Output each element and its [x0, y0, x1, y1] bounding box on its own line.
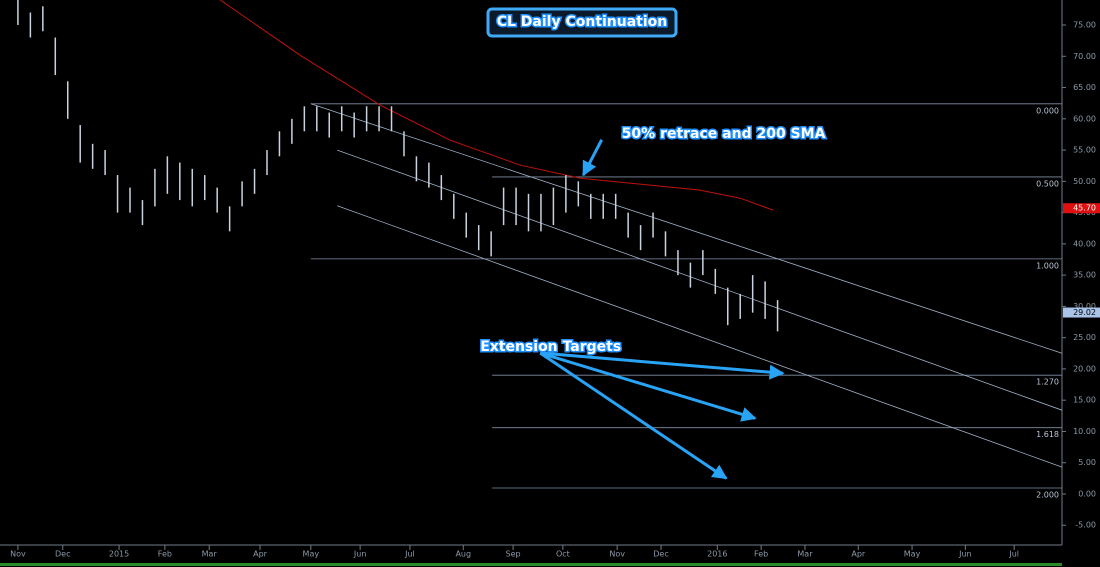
annotation-arrow — [581, 139, 603, 177]
annotation-arrow — [539, 351, 757, 422]
y-tick-label: 0.00 — [1078, 489, 1096, 498]
x-tick-label: May — [303, 550, 320, 559]
annotation: 50% retrace and 200 SMA — [622, 126, 826, 142]
x-tick-label: Nov — [10, 550, 26, 559]
x-tick-label: Jun — [353, 550, 367, 559]
annotation-arrow — [539, 351, 728, 480]
x-tick-label: May — [904, 550, 921, 559]
x-tick-label: Jun — [958, 550, 972, 559]
x-tick-label: Oct — [556, 550, 570, 559]
y-tick-label: 50.00 — [1073, 177, 1096, 186]
y-tick-label: 30.00 — [1073, 302, 1096, 311]
y-tick-label: 10.00 — [1073, 427, 1096, 436]
x-tick-label: 2016 — [707, 550, 727, 559]
x-tick-label: Mar — [797, 550, 813, 559]
price-marker — [1063, 307, 1100, 318]
fib-label: 0.000 — [1036, 106, 1059, 115]
channel-line — [337, 205, 1063, 468]
fib-label: 1.618 — [1036, 430, 1059, 439]
x-tick-label: Jul — [404, 550, 415, 559]
price-marker-label: 45.70 — [1073, 204, 1096, 213]
fib-label: 0.500 — [1036, 179, 1059, 188]
y-tick-label: 75.00 — [1073, 21, 1096, 30]
y-tick-label: 15.00 — [1073, 396, 1096, 405]
fib-label: 1.270 — [1036, 378, 1059, 387]
time-strip — [0, 563, 1062, 566]
y-tick-label: 60.00 — [1073, 114, 1096, 123]
annotation: Extension Targets — [480, 339, 621, 355]
fib-label: 1.000 — [1036, 261, 1059, 270]
annotation-arrow — [540, 351, 785, 380]
y-tick-label: 35.00 — [1073, 271, 1096, 280]
price-marker — [1063, 203, 1100, 214]
channel-line — [310, 103, 1063, 354]
x-tick-label: 2015 — [109, 550, 129, 559]
y-tick-label: 5.00 — [1078, 458, 1096, 467]
channel-line — [337, 149, 1063, 411]
title-box — [486, 7, 678, 38]
x-tick-label: Aug — [455, 550, 471, 559]
x-tick-label: Dec — [55, 550, 70, 559]
y-tick-label: 25.00 — [1073, 333, 1096, 342]
y-tick-label: 70.00 — [1073, 52, 1096, 61]
y-tick-label: 20.00 — [1073, 364, 1096, 373]
x-tick-label: Mar — [202, 550, 218, 559]
y-tick-label: 65.00 — [1073, 83, 1096, 92]
sma-line — [219, 0, 774, 211]
y-tick-label: -5.00 — [1075, 521, 1096, 530]
x-tick-label: Nov — [609, 550, 625, 559]
x-tick-label: Feb — [158, 550, 172, 559]
x-tick-label: Jul — [1008, 550, 1019, 559]
x-tick-label: Apr — [851, 550, 866, 559]
price-marker-label: 29.02 — [1073, 308, 1096, 317]
x-tick-label: Apr — [253, 550, 268, 559]
x-tick-label: Dec — [653, 550, 668, 559]
y-tick-label: 55.00 — [1073, 146, 1096, 155]
y-tick-label: 40.00 — [1073, 239, 1096, 248]
x-tick-label: Sep — [506, 550, 521, 559]
chart-title: CL Daily Continuation — [497, 14, 668, 30]
x-tick-label: Feb — [754, 550, 768, 559]
fib-label: 2.000 — [1036, 490, 1059, 499]
